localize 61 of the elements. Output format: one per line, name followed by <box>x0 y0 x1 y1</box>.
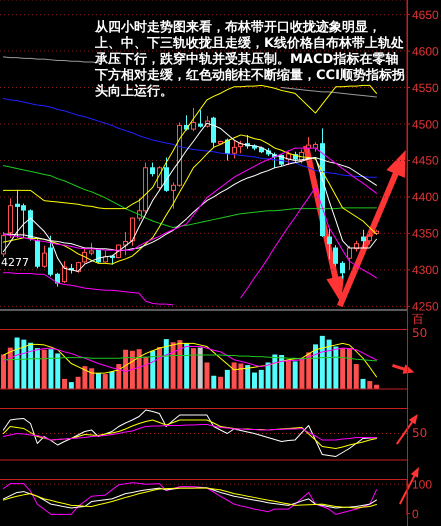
bar <box>177 340 182 389</box>
y-axis-title: 百 <box>412 312 424 326</box>
bar <box>157 347 162 389</box>
candlestick <box>327 227 332 260</box>
bar <box>170 342 176 389</box>
annotation: 4277 <box>1 256 29 269</box>
y-tick-label: 4600 <box>412 44 440 58</box>
y-tick-label: 100 <box>412 478 432 492</box>
line-series <box>2 84 377 210</box>
bar <box>34 348 40 389</box>
bar <box>68 382 74 389</box>
bar <box>204 362 210 389</box>
bar <box>218 376 224 389</box>
y-tick-label: 4400 <box>412 190 440 204</box>
y-tick-label: 4250 <box>412 300 440 314</box>
y-tick-label: 4350 <box>412 226 440 241</box>
bar <box>150 350 156 389</box>
bar <box>1 354 6 389</box>
y-tick-label: 0 <box>412 506 419 521</box>
candlestick <box>361 229 366 248</box>
bar <box>292 361 298 389</box>
y-tick-label: 4300 <box>412 263 440 278</box>
bar <box>14 337 20 389</box>
y-tick-label: 4650 <box>412 8 440 22</box>
y-tick-label: 4550 <box>412 80 440 95</box>
bar <box>232 362 237 389</box>
bar <box>76 376 81 389</box>
y-tick-label: 4500 <box>412 117 440 132</box>
bar <box>286 360 291 389</box>
text: 50 <box>412 426 428 440</box>
bar <box>184 343 190 389</box>
bar <box>211 376 216 389</box>
line-series <box>2 165 377 228</box>
line-series <box>2 98 377 178</box>
bar <box>62 378 68 389</box>
bar <box>313 344 318 389</box>
bar <box>333 346 338 389</box>
line-series <box>2 482 377 515</box>
bar <box>102 374 108 389</box>
candlestick <box>123 231 128 256</box>
annotation: 从四小时走势图来看，布林带开口收拢迹象明显，上、中、下三轨收拢且走缓，K线价格自布林带上轨处承压下行，跌穿中轨并受其压制。MACD指标在零轴下方相对走缓，红色动能柱不断缩量，CCI顺势指标拐头向上运行。 <box>95 20 405 100</box>
bar <box>224 370 230 389</box>
bar <box>48 349 54 389</box>
bar <box>340 348 346 389</box>
bar <box>190 348 196 389</box>
bar <box>360 378 366 389</box>
bar <box>252 372 257 389</box>
bar <box>96 373 101 389</box>
bar <box>306 352 312 389</box>
bar <box>299 358 304 389</box>
bar <box>110 371 115 389</box>
y-tick-label: 4450 <box>412 154 440 168</box>
bar <box>164 339 169 389</box>
bar <box>42 350 47 389</box>
bar <box>238 364 244 389</box>
bar <box>143 356 148 389</box>
bar <box>8 348 13 389</box>
text: 50 <box>412 326 428 340</box>
bar <box>245 365 250 389</box>
bar <box>198 348 203 389</box>
bar <box>55 353 60 389</box>
